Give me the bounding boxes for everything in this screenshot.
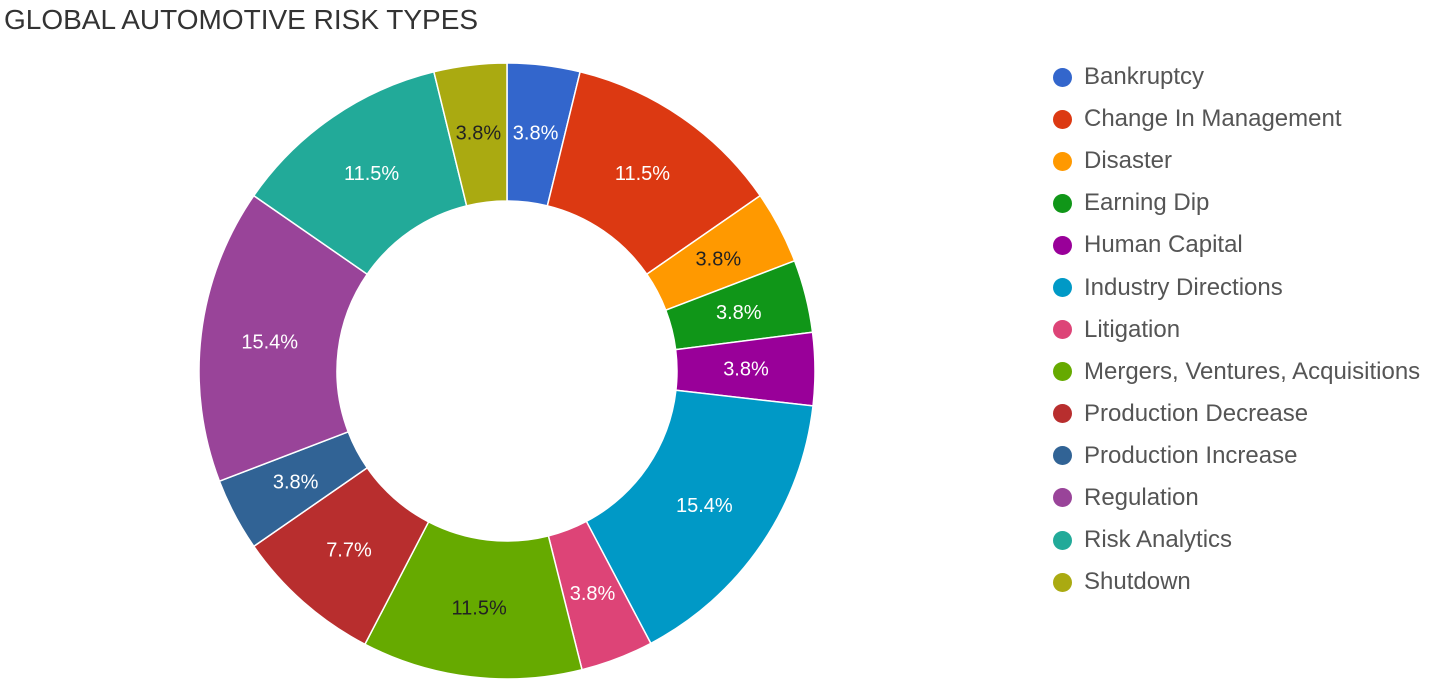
legend-item-earning-dip[interactable]: Earning Dip xyxy=(1052,182,1452,224)
legend-item-risk-analytics[interactable]: Risk Analytics xyxy=(1052,519,1452,561)
legend-label: Mergers, Ventures, Acquisitions xyxy=(1084,357,1421,385)
legend-label: Production Decrease xyxy=(1084,399,1309,427)
chart-title: GLOBAL AUTOMOTIVE RISK TYPES xyxy=(4,4,479,35)
legend-item-human-capital[interactable]: Human Capital xyxy=(1052,224,1452,266)
legend-item-change-in-management[interactable]: Change In Management xyxy=(1052,98,1452,140)
legend-swatch xyxy=(1053,193,1072,213)
legend-item-litigation[interactable]: Litigation xyxy=(1052,309,1452,351)
legend-swatch xyxy=(1053,320,1072,340)
legend-item-mergers-ventures-acquisitions[interactable]: Mergers, Ventures, Acquisitions xyxy=(1052,351,1452,393)
legend-swatch xyxy=(1053,109,1072,129)
legend-label: Disaster xyxy=(1084,147,1173,175)
legend-swatch xyxy=(1053,151,1072,171)
legend-label: Industry Directions xyxy=(1084,273,1283,301)
slice-label-human-capital: 3.8% xyxy=(723,358,769,380)
legend-swatch xyxy=(1053,67,1072,87)
slice-label-regulation: 15.4% xyxy=(241,331,298,353)
legend-item-regulation[interactable]: Regulation xyxy=(1052,477,1452,519)
legend-label: Human Capital xyxy=(1084,231,1243,259)
slice-industry-directions[interactable] xyxy=(585,389,814,645)
legend-label: Earning Dip xyxy=(1084,189,1210,217)
legend-swatch xyxy=(1053,278,1072,298)
legend-label: Shutdown xyxy=(1084,568,1191,596)
legend-swatch xyxy=(1053,572,1072,592)
slice-label-shutdown: 3.8% xyxy=(456,123,502,145)
legend-label: Change In Management xyxy=(1084,105,1342,133)
legend-swatch xyxy=(1053,446,1072,466)
legend-item-bankruptcy[interactable]: Bankruptcy xyxy=(1052,56,1452,98)
slice-label-disaster: 3.8% xyxy=(696,248,742,270)
slice-labels-group: 3.8% 11.5% 3.8% 3.8% 3.8% 15.4% 3.8% 11.5% 7.7% 3… xyxy=(241,123,769,620)
slice-label-mergers-ventures-acquisitions: 11.5% xyxy=(452,597,507,619)
slice-shutdown[interactable] xyxy=(432,62,508,207)
legend-swatch xyxy=(1053,235,1072,255)
legend-swatch xyxy=(1053,530,1072,550)
slice-label-production-decrease: 7.7% xyxy=(326,539,372,561)
slice-label-bankruptcy: 3.8% xyxy=(513,123,559,145)
slice-label-change-in-management: 11.5% xyxy=(615,163,670,185)
legend-label: Litigation xyxy=(1084,315,1181,343)
legend-item-production-decrease[interactable]: Production Decrease xyxy=(1052,393,1452,435)
legend: Bankruptcy Change In Management Disaster Ea… xyxy=(1052,56,1452,603)
legend-swatch xyxy=(1053,362,1072,382)
slice-label-risk-analytics: 11.5% xyxy=(344,163,399,185)
legend-item-industry-directions[interactable]: Industry Directions xyxy=(1052,266,1452,308)
slice-label-earning-dip: 3.8% xyxy=(716,302,762,324)
legend-swatch xyxy=(1053,404,1072,424)
legend-label: Regulation xyxy=(1084,483,1199,511)
legend-item-disaster[interactable]: Disaster xyxy=(1052,140,1452,182)
legend-item-production-increase[interactable]: Production Increase xyxy=(1052,435,1452,477)
slice-label-industry-directions: 15.4% xyxy=(676,495,733,517)
legend-label: Bankruptcy xyxy=(1084,63,1205,91)
slice-label-litigation: 3.8% xyxy=(570,583,616,605)
legend-label: Production Increase xyxy=(1084,441,1298,469)
legend-label: Risk Analytics xyxy=(1084,526,1233,554)
slice-label-production-increase: 3.8% xyxy=(273,472,319,494)
slices-group xyxy=(198,62,816,680)
slice-regulation[interactable] xyxy=(198,194,369,483)
legend-swatch xyxy=(1053,488,1072,508)
legend-item-shutdown[interactable]: Shutdown xyxy=(1052,561,1452,603)
donut-chart: 3.8% 11.5% 3.8% 3.8% 3.8% 15.4% 3.8% 11.5% 7.7% 3… xyxy=(198,62,816,680)
